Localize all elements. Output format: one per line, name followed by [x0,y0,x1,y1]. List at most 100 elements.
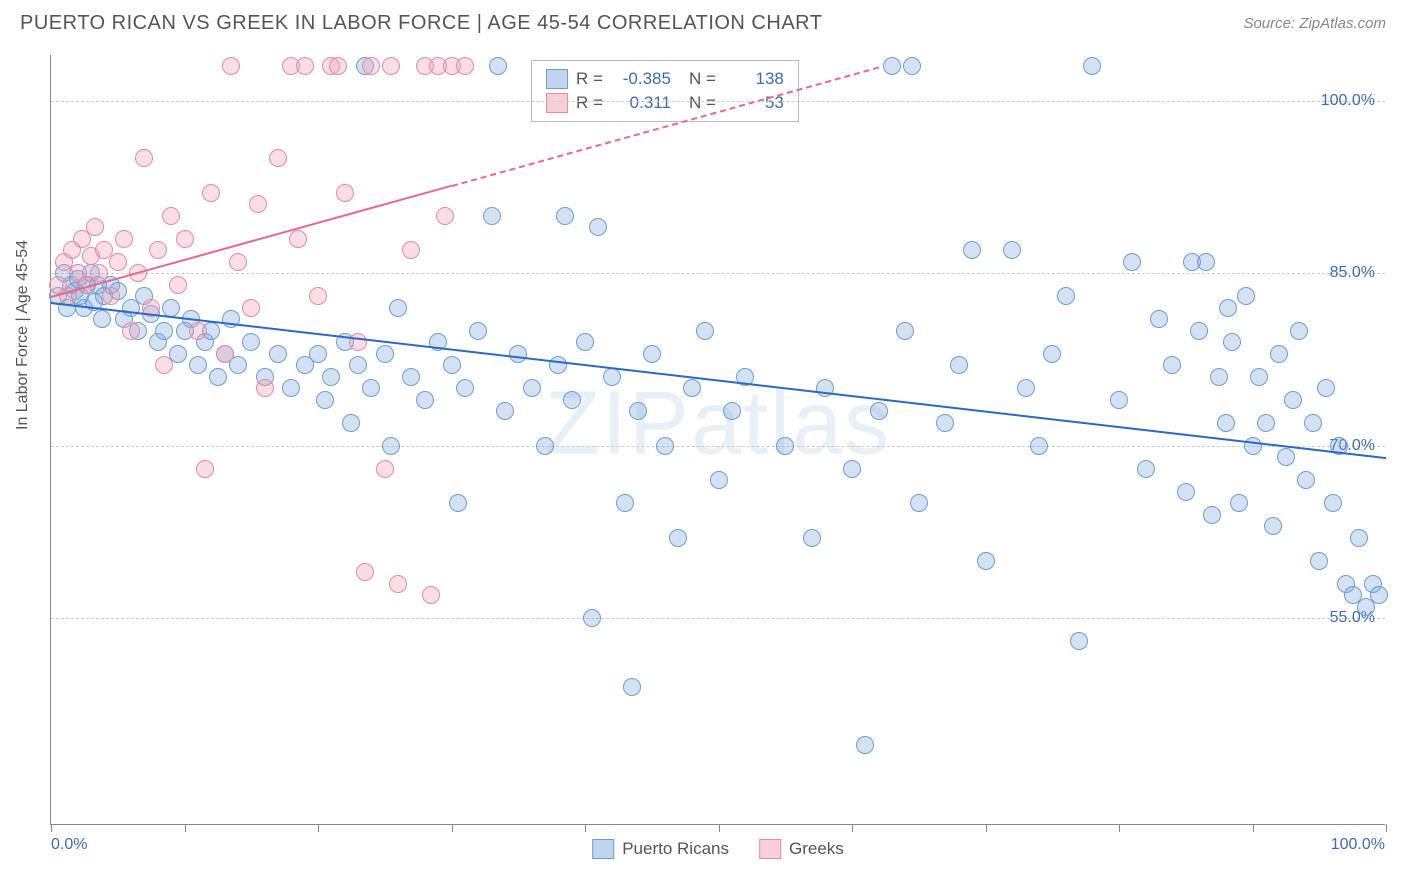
swatch-blue-icon [592,839,614,859]
data-point [556,207,574,225]
data-point [776,437,794,455]
data-point [1217,414,1235,432]
stats-row-blue: R = -0.385 N = 138 [546,67,784,91]
data-point [1017,379,1035,397]
data-point [963,241,981,259]
correlation-stats-box: R = -0.385 N = 138 R = 0.311 N = 53 [531,60,799,122]
data-point [389,575,407,593]
data-point [616,494,634,512]
data-point [843,460,861,478]
data-point [1237,287,1255,305]
x-tick-label: 0.0% [51,836,87,854]
chart-plot-area: ZIPatlas R = -0.385 N = 138 R = 0.311 N … [50,55,1385,825]
data-point [209,368,227,386]
data-point [349,356,367,374]
data-point [489,57,507,75]
data-point [1219,299,1237,317]
data-point [155,322,173,340]
data-point [643,345,661,363]
data-point [155,356,173,374]
data-point [1257,414,1275,432]
data-point [402,368,420,386]
data-point [1003,241,1021,259]
swatch-pink-icon [546,93,568,113]
data-point [536,437,554,455]
data-point [456,379,474,397]
data-point [496,402,514,420]
r-label: R = [576,93,603,113]
data-point [903,57,921,75]
data-point [1304,414,1322,432]
data-point [329,57,347,75]
data-point [269,345,287,363]
n-label: N = [689,93,716,113]
data-point [589,218,607,236]
x-tick [51,824,52,832]
trendline [51,302,1386,459]
legend: Puerto Ricans Greeks [592,839,844,859]
x-tick [986,824,987,832]
data-point [603,368,621,386]
data-point [549,356,567,374]
data-point [1297,471,1315,489]
data-point [109,253,127,271]
data-point [376,345,394,363]
data-point [710,471,728,489]
y-axis-label: In Labor Force | Age 45-54 [14,240,32,430]
data-point [583,609,601,627]
data-point [162,207,180,225]
data-point [162,299,180,317]
data-point [1317,379,1335,397]
legend-item-greeks: Greeks [759,839,844,859]
data-point [389,299,407,317]
data-point [1210,368,1228,386]
data-point [242,299,260,317]
data-point [416,391,434,409]
data-point [362,379,380,397]
data-point [623,678,641,696]
n-value-blue: 138 [724,69,784,89]
data-point [376,460,394,478]
y-tick-label: 100.0% [1321,92,1375,110]
data-point [1203,506,1221,524]
x-tick [852,824,853,832]
data-point [910,494,928,512]
gridline [51,101,1385,102]
data-point [102,287,120,305]
data-point [316,391,334,409]
data-point [1197,253,1215,271]
data-point [563,391,581,409]
watermark: ZIPatlas [545,373,891,476]
data-point [1150,310,1168,328]
data-point [202,184,220,202]
chart-title: PUERTO RICAN VS GREEK IN LABOR FORCE | A… [20,12,822,35]
data-point [189,356,207,374]
data-point [1350,529,1368,547]
data-point [1177,483,1195,501]
data-point [656,437,674,455]
data-point [1110,391,1128,409]
data-point [1230,494,1248,512]
data-point [149,241,167,259]
data-point [977,552,995,570]
data-point [289,230,307,248]
data-point [1137,460,1155,478]
data-point [1244,437,1262,455]
data-point [950,356,968,374]
data-point [696,322,714,340]
gridline [51,446,1385,447]
data-point [176,230,194,248]
r-label: R = [576,69,603,89]
data-point [483,207,501,225]
gridline [51,273,1385,274]
data-point [456,57,474,75]
data-point [196,460,214,478]
data-point [115,230,133,248]
data-point [322,368,340,386]
data-point [269,149,287,167]
data-point [870,402,888,420]
legend-item-puerto-ricans: Puerto Ricans [592,839,729,859]
data-point [523,379,541,397]
data-point [449,494,467,512]
data-point [309,345,327,363]
